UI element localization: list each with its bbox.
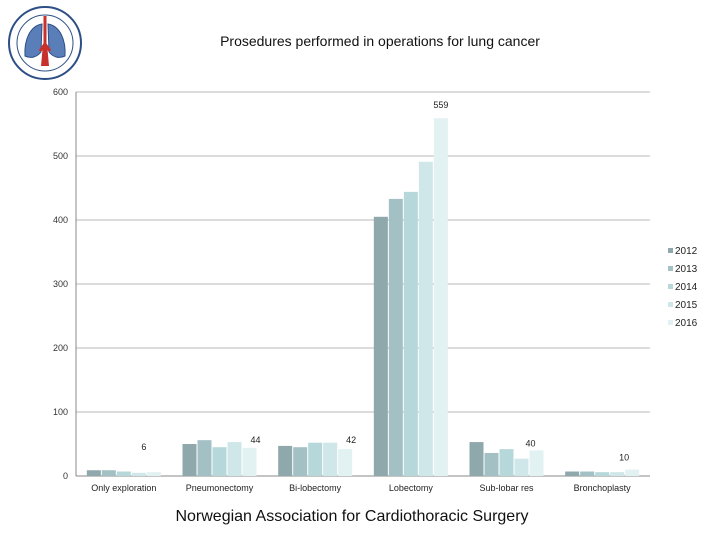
bar xyxy=(580,471,595,476)
x-tick-label: Only exploration xyxy=(91,483,156,493)
bar xyxy=(388,198,403,476)
bar xyxy=(565,471,580,476)
bar xyxy=(212,447,227,476)
data-label: 559 xyxy=(433,100,448,110)
bar xyxy=(116,471,131,476)
legend-swatch xyxy=(668,302,673,307)
x-tick-label: Lobectomy xyxy=(389,483,434,493)
legend-swatch xyxy=(668,266,673,271)
data-label: 40 xyxy=(525,438,535,448)
bar xyxy=(373,216,388,477)
labels-layer: 0 100 200 300 400 500 600 Only exploration Pneum… xyxy=(53,87,631,493)
y-tick-label: 500 xyxy=(53,151,68,161)
x-tick-label: Pneumonectomy xyxy=(186,483,254,493)
bar xyxy=(625,469,640,476)
logo xyxy=(6,4,84,82)
chart-title: Prosedures performed in operations for l… xyxy=(220,33,540,49)
bar xyxy=(484,452,499,476)
bar xyxy=(242,447,257,476)
bar xyxy=(293,447,308,476)
bar xyxy=(418,161,433,476)
bar xyxy=(86,470,101,476)
data-label: 6 xyxy=(141,442,146,452)
legend: 2012 2013 2014 2015 2016 xyxy=(668,246,698,329)
x-tick-label: Bi-lobectomy xyxy=(289,483,342,493)
bar xyxy=(323,442,338,476)
y-tick-label: 400 xyxy=(53,215,68,225)
legend-swatch xyxy=(668,284,673,289)
y-tick-label: 100 xyxy=(53,407,68,417)
bar xyxy=(469,442,484,476)
legend-label: 2015 xyxy=(675,300,698,311)
bar xyxy=(610,472,625,476)
y-tick-label: 300 xyxy=(53,279,68,289)
data-label: 10 xyxy=(619,453,629,463)
bar xyxy=(308,442,323,476)
bars-layer xyxy=(86,118,640,477)
bar xyxy=(146,472,161,476)
legend-label: 2016 xyxy=(675,318,698,329)
x-tick-label: Bronchoplasty xyxy=(574,483,632,493)
bar xyxy=(278,445,293,476)
legend-swatch xyxy=(668,320,673,325)
bar xyxy=(131,472,146,476)
data-label: 44 xyxy=(250,435,260,445)
data-label: 42 xyxy=(346,435,356,445)
bar xyxy=(338,449,353,476)
footer-caption: Norwegian Association for Cardiothoracic… xyxy=(175,508,529,525)
bar xyxy=(101,470,116,476)
x-tick-label: Sub-lobar res xyxy=(479,483,534,493)
grid-layer xyxy=(75,91,650,477)
lungs-seal-icon xyxy=(8,6,82,80)
bar xyxy=(433,118,448,477)
bar xyxy=(227,442,242,476)
bar xyxy=(529,450,544,476)
bar xyxy=(182,444,197,476)
y-tick-label: 600 xyxy=(53,87,68,97)
bar xyxy=(514,458,529,476)
legend-label: 2014 xyxy=(675,282,698,293)
legend-swatch xyxy=(668,248,673,253)
legend-label: 2013 xyxy=(675,264,698,275)
legend-label: 2012 xyxy=(675,246,698,257)
y-tick-label: 0 xyxy=(63,471,68,481)
bar xyxy=(595,472,610,476)
y-tick-label: 200 xyxy=(53,343,68,353)
bar xyxy=(197,440,212,476)
bar xyxy=(403,191,418,476)
bar xyxy=(499,449,514,476)
